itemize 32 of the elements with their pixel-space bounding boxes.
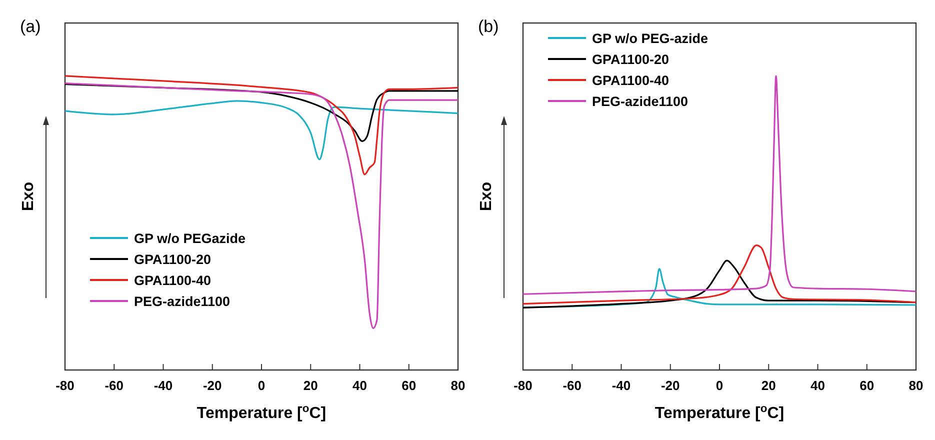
x-tick-label: -60	[104, 378, 124, 393]
x-tick-label: 80	[908, 378, 924, 393]
chart-title: (a)	[20, 17, 41, 36]
legend-label: GPA1100-20	[134, 252, 212, 267]
x-axis-title: Temperature [$^{o}$C]	[196, 403, 326, 422]
x-tick-label: 40	[352, 378, 367, 393]
x-axis-title: Temperature [$^{o}$C]	[654, 403, 784, 422]
x-tick-label: 20	[303, 378, 318, 393]
x-tick-label: -60	[562, 378, 582, 393]
x-tick-label: -40	[612, 378, 631, 393]
x-tick-label: 40	[810, 378, 825, 393]
legend-label: GPA1100-20	[592, 52, 670, 67]
x-tick-label: 80	[450, 378, 466, 393]
x-tick-label: -80	[514, 378, 532, 393]
legend-label: PEG-azide1100	[134, 294, 230, 309]
legend-label: GPA1100-40	[592, 73, 670, 88]
x-tick-label: -40	[154, 378, 173, 393]
x-tick-label: 0	[258, 378, 266, 393]
legend-label: GP w/o PEG-azide	[592, 31, 709, 46]
legend-label: GP w/o PEGazide	[134, 231, 246, 246]
y-axis-title: Exo	[478, 182, 495, 212]
y-axis-title: Exo	[20, 182, 37, 212]
legend-label: GPA1100-40	[134, 273, 212, 288]
x-tick-label: -80	[56, 378, 74, 393]
legend-label: PEG-azide1100	[592, 94, 688, 109]
x-tick-label: 20	[761, 378, 776, 393]
x-tick-label: -20	[202, 378, 222, 393]
x-tick-label: 60	[402, 378, 416, 393]
x-tick-label: -20	[660, 378, 680, 393]
x-tick-label: 60	[860, 378, 874, 393]
chart-title: (b)	[478, 17, 499, 36]
x-tick-label: 0	[716, 378, 724, 393]
